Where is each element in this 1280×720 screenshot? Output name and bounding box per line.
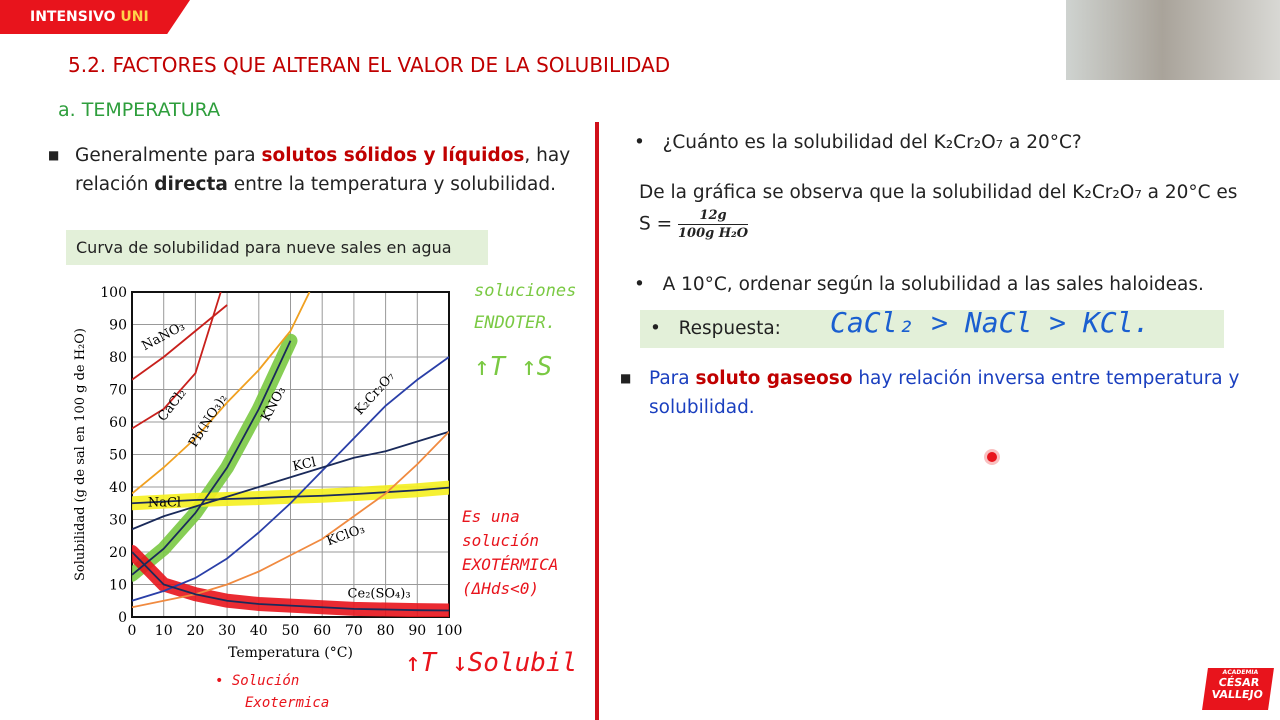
series-line	[132, 356, 449, 602]
logo: ACADEMIA CÉSAR VALLEJO	[1202, 668, 1274, 710]
chart: 0 10 20 30 40 50 60 70 80 90 100 0 10 20 30 40 50 60 70 80 9…	[73, 285, 463, 661]
note: • Solución Exotermica	[215, 670, 329, 714]
divider	[595, 122, 599, 720]
text: , hay relación	[75, 145, 571, 195]
x-tick-label: 50	[282, 623, 300, 639]
series-label: KClO₃	[325, 522, 367, 550]
x-axis-label: Temperatura (°C)	[228, 645, 353, 661]
y-tick-label: 90	[109, 318, 127, 334]
answer-box: • Respuesta: CaCl₂ > NaCl > KCl.	[640, 306, 1224, 348]
series-label: Ce₂(SO₄)₃	[348, 587, 411, 602]
note-text: (ΔHds<0)	[462, 579, 540, 598]
numerator: 12g	[678, 207, 749, 225]
series-line	[132, 431, 449, 609]
x-tick-label: 40	[250, 623, 268, 639]
series-line	[132, 292, 311, 495]
series-label: CaCl₂	[155, 386, 190, 424]
text: ¿Cuánto es la solubilidad del K₂Cr₂O₇ a …	[662, 132, 1082, 153]
note-text: soluciones	[474, 281, 577, 301]
series-line	[132, 292, 222, 430]
x-tick-label: 80	[377, 623, 395, 639]
series-line	[132, 340, 292, 576]
y-tick-label: 40	[109, 480, 127, 496]
series-line	[132, 304, 228, 381]
y-tick-label: 70	[109, 383, 127, 399]
y-tick-label: 50	[109, 448, 127, 464]
x-tick-label: 70	[345, 623, 363, 639]
fraction: 12g 100g H₂O	[678, 207, 749, 242]
note-text: ↑T ↓Solubil	[405, 648, 578, 678]
series-line	[132, 551, 449, 612]
pointer	[987, 452, 997, 462]
y-tick-label: 100	[100, 285, 127, 301]
bullet: • A 10°C, ordenar según la solubilidad a…	[634, 274, 1204, 295]
x-tick-label: 60	[313, 623, 331, 639]
text: • Respuesta:	[650, 318, 781, 339]
x-tick-label: 10	[155, 623, 173, 639]
text: De la gráfica se observa que la solubili…	[639, 182, 1238, 235]
handwritten-answer: CaCl₂ > NaCl > KCl.	[830, 306, 1151, 339]
x-tick-label: 90	[408, 623, 426, 639]
y-tick-label: 30	[109, 513, 127, 529]
denominator: 100g H₂O	[678, 226, 749, 241]
note-text: • Solución	[215, 673, 300, 689]
note-text: Exotermica	[245, 695, 330, 711]
text: hay relación inversa entre temperatura y…	[649, 368, 1240, 418]
x-tick-label: 30	[218, 623, 236, 639]
note-text: ENDOTER.	[474, 313, 556, 333]
y-axis-label: Solubilidad (g de sal en 100 g de H₂O)	[73, 328, 88, 581]
slide-title: 5.2. FACTORES QUE ALTERAN EL VALOR DE LA…	[68, 53, 671, 77]
y-tick-label: 10	[109, 578, 127, 594]
series-label: K₂Cr₂O₇	[352, 369, 398, 418]
bullet: ■ Para soluto gaseoso hay relación invers…	[620, 368, 1240, 418]
paragraph: De la gráfica se observa que la solubili…	[639, 178, 1239, 242]
series-group	[132, 292, 449, 617]
badge-accent: UNI	[120, 9, 149, 25]
x-tick-label: 0	[128, 623, 137, 639]
series-line	[132, 486, 449, 505]
text: entre la temperatura y solubilidad.	[227, 174, 556, 195]
text: A 10°C, ordenar según la solubilidad a l…	[662, 274, 1204, 295]
y-tick-label: 80	[109, 350, 127, 366]
note-text: Es una	[462, 507, 520, 526]
text: Generalmente para	[75, 145, 262, 166]
chart-title: Curva de solubilidad para nueve sales en…	[66, 230, 488, 265]
x-tick-label: 100	[436, 623, 463, 639]
webcam	[1066, 0, 1280, 80]
bullet: • ¿Cuánto es la solubilidad del K₂Cr₂O₇ …	[634, 132, 1082, 153]
text: Respuesta:	[678, 318, 781, 339]
y-tick-label: 0	[118, 610, 127, 626]
series-label: KCl	[291, 455, 317, 475]
text: solutos sólidos y líquidos	[261, 145, 525, 166]
series-line	[132, 430, 449, 531]
note: soluciones ENDOTER. ↑T ↑S	[474, 275, 576, 383]
y-tick-label: 60	[109, 415, 127, 431]
badge: INTENSIVO UNI	[0, 0, 190, 34]
x-tick-label: 20	[186, 623, 204, 639]
note-text: solución	[462, 531, 540, 550]
bullet: ■ Generalmente para solutos sólidos y líq…	[48, 145, 571, 195]
note-text: EXOTÉRMICA	[462, 555, 559, 574]
series-label: Pb(NO₃)₂	[186, 392, 230, 451]
plot-frame	[131, 291, 450, 618]
series-label: NaCl	[148, 496, 181, 511]
text: directa	[154, 174, 228, 195]
text: soluto gaseoso	[695, 368, 853, 389]
note: Es una solución EXOTÉRMICA (ΔHds<0)	[462, 505, 558, 601]
text: Para	[649, 368, 696, 389]
highlight	[132, 333, 298, 582]
y-tick-label: 20	[109, 545, 127, 561]
subtitle: a. TEMPERATURA	[58, 99, 221, 121]
note-text: ↑T ↑S	[474, 352, 553, 382]
badge-text: INTENSIVO	[30, 9, 116, 25]
logo-text: VALLEJO	[1210, 688, 1264, 701]
